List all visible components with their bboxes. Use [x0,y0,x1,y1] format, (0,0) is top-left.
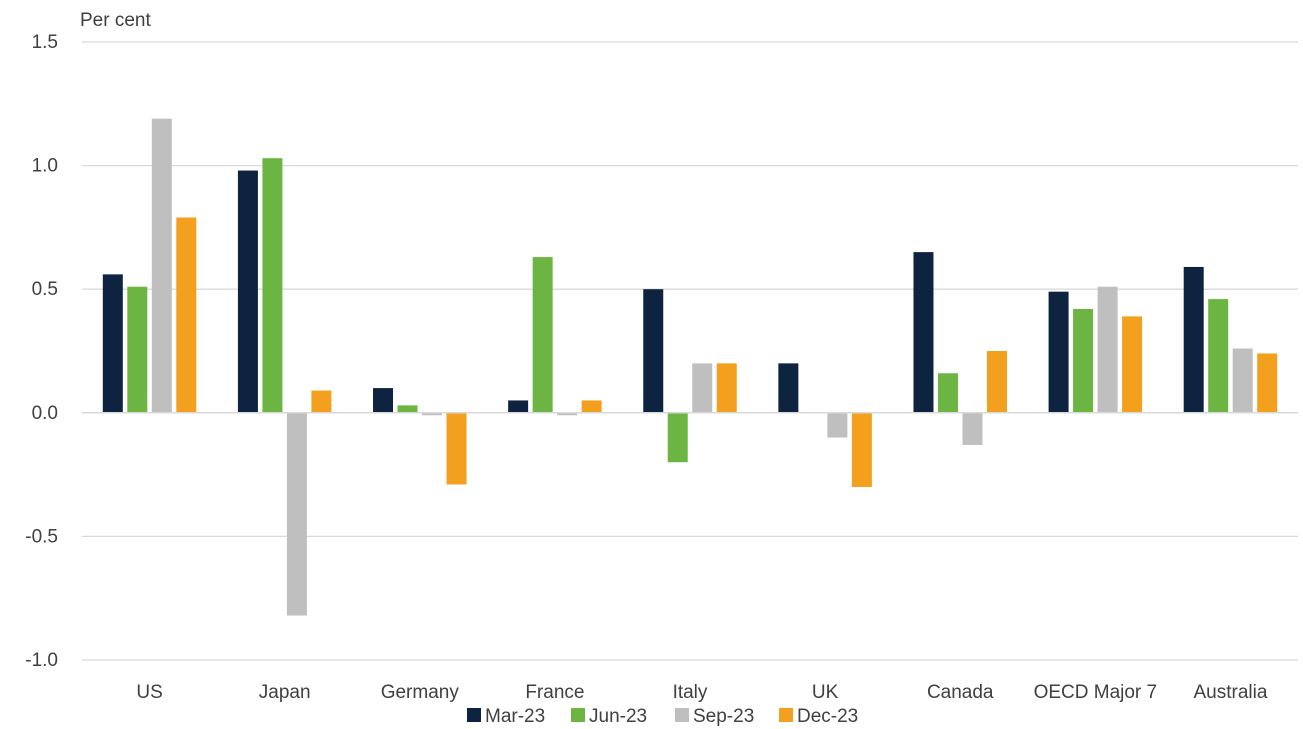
bar-oecd-major-7-jun-23 [1073,308,1094,413]
bar-uk-mar-23 [778,363,799,413]
legend-item-jun-23: Jun-23 [571,706,647,727]
bar-france-jun-23 [532,257,553,413]
x-tick-label: France [525,682,584,703]
bar-us-jun-23 [127,286,148,413]
bar-canada-jun-23 [937,373,958,413]
bar-us-dec-23 [176,217,197,413]
bar-uk-sep-23 [827,412,848,438]
bar-oecd-major-7-sep-23 [1097,286,1118,413]
legend-swatch [571,708,585,722]
bar-japan-jun-23 [262,158,283,413]
bar-oecd-major-7-mar-23 [1048,291,1069,413]
bar-australia-dec-23 [1257,353,1278,413]
bar-italy-jun-23 [667,412,688,463]
bar-germany-sep-23 [422,412,443,416]
bar-canada-dec-23 [986,351,1007,413]
legend-label: Dec-23 [797,706,858,727]
bar-us-mar-23 [102,274,123,413]
bar-japan-mar-23 [237,170,258,413]
bar-italy-dec-23 [716,363,737,413]
legend-item-mar-23: Mar-23 [467,706,545,727]
legend-label: Jun-23 [589,706,647,727]
bar-france-dec-23 [581,400,602,413]
axes: 1.5 1.0 0.5 0.0 -0.5 -1.0 US Japan Germany France… [25,32,1298,703]
bar-italy-mar-23 [643,289,664,413]
x-tick-label: US [136,682,162,703]
legend-swatch [467,708,481,722]
bar-germany-dec-23 [446,412,467,485]
bar-canada-mar-23 [913,252,934,413]
bar-japan-sep-23 [286,412,307,616]
legend-label: Sep-23 [693,706,754,727]
y-tick-label: -0.5 [25,526,58,547]
x-tick-label: Germany [381,682,460,703]
x-tick-label: OECD Major 7 [1034,682,1158,703]
x-tick-label: UK [812,682,839,703]
y-tick-label: 1.0 [32,156,58,177]
y-tick-label: 1.5 [32,32,58,53]
bar-france-mar-23 [508,400,529,413]
legend-item-sep-23: Sep-23 [675,706,754,727]
x-tick-label: Canada [927,682,994,703]
y-axis-label: Per cent [80,10,151,31]
bar-japan-dec-23 [311,390,332,413]
bar-oecd-major-7-dec-23 [1122,316,1143,413]
bar-us-sep-23 [151,118,172,413]
bars [102,118,1278,616]
legend-label: Mar-23 [485,706,545,727]
x-tick-label: Italy [673,682,708,703]
y-tick-label: 0.5 [32,279,58,300]
bar-australia-sep-23 [1232,348,1253,413]
bar-italy-sep-23 [692,363,713,413]
bar-france-sep-23 [557,412,578,416]
legend-swatch [675,708,689,722]
x-tick-label: Australia [1193,682,1267,703]
x-tick-label: Japan [259,682,311,703]
bar-australia-mar-23 [1183,266,1204,413]
y-tick-label: 0.0 [32,403,58,424]
bar-uk-dec-23 [851,412,872,487]
bar-australia-jun-23 [1208,299,1229,413]
legend-swatch [779,708,793,722]
legend: Mar-23 Jun-23 Sep-23 Dec-23 [467,706,858,727]
bar-canada-sep-23 [962,412,983,445]
bar-germany-mar-23 [373,388,394,413]
bar-germany-jun-23 [397,405,418,413]
legend-item-dec-23: Dec-23 [779,706,858,727]
y-tick-label: -1.0 [25,650,58,671]
